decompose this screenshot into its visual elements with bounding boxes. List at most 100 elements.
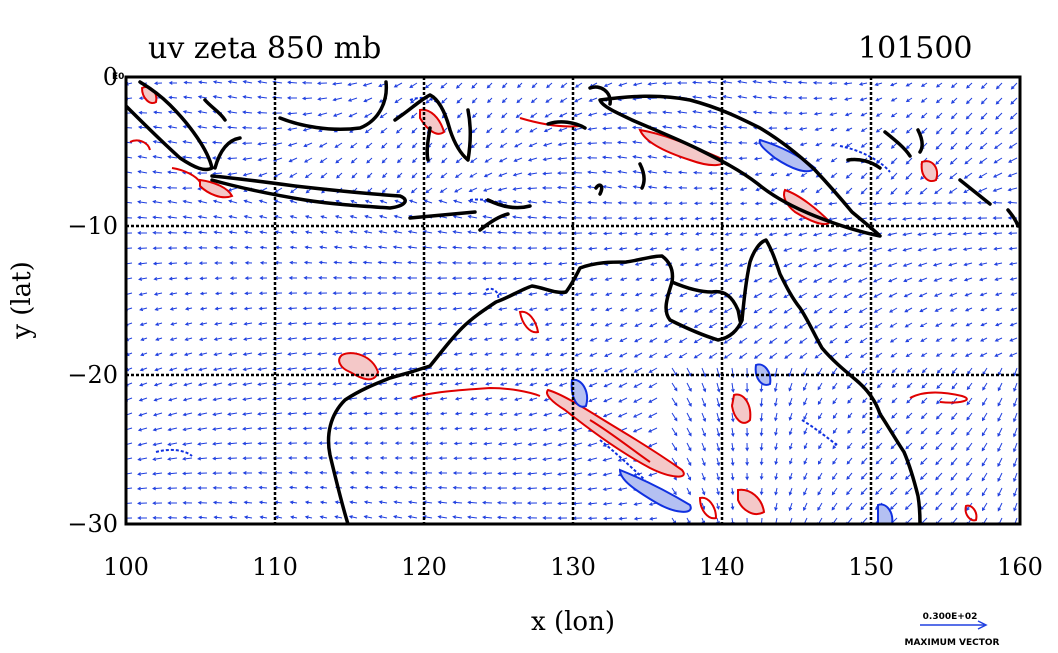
wind-vector [818,442,823,450]
wind-vector [199,322,208,326]
wind-vector [818,412,823,420]
wind-vector [557,501,568,506]
wind-vector [571,170,583,175]
wind-vector [167,457,178,461]
wind-vector [167,442,178,447]
wind-vector [511,501,523,505]
wind-vector [317,336,328,341]
wind-vector [182,500,193,505]
wind-vector [981,457,988,467]
wind-vector [169,307,178,311]
vector-legend-caption: MAXIMUM VECTOR [904,638,999,648]
wind-vector [467,276,478,281]
wind-vector [828,307,838,314]
wind-vector [167,170,178,175]
wind-vector [829,112,838,116]
wind-vector [647,82,658,86]
wind-vector [994,292,1003,297]
wind-vector [213,352,223,357]
wind-vector [815,142,823,147]
coastlines [126,80,1020,524]
wind-vector [423,485,433,490]
timestamp-label: 101500 [858,31,973,66]
wind-vector [526,486,538,491]
wind-vector [708,171,718,175]
wind-vector [500,367,508,371]
wind-vector [634,292,643,297]
wind-vector [394,470,403,475]
wind-vector [845,187,853,195]
wind-vector [632,155,643,159]
wind-vector [1010,97,1018,105]
wind-vector [589,292,598,296]
wind-vector [126,442,133,447]
wind-vector [259,515,268,520]
wind-vector [769,201,778,206]
wind-vector [242,441,253,446]
wind-vector [437,245,448,250]
wind-vector [935,502,943,511]
wind-vector [334,142,343,148]
wind-vector [828,96,838,101]
wind-vector [692,80,703,85]
wind-vector [716,472,720,481]
wind-vector [514,352,523,356]
wind-vector [647,154,658,159]
wind-vector [693,186,703,191]
wind-vector [754,201,763,206]
wind-vector [1010,82,1018,90]
wind-vector [437,322,448,326]
wind-vector [393,82,403,88]
wind-vector [126,247,133,250]
wind-vector [680,247,688,251]
wind-vector [723,171,733,176]
wind-vector [167,125,178,129]
wind-vector [707,125,718,129]
wind-vector [587,457,598,462]
wind-vector [527,186,538,191]
wind-vector [482,291,493,296]
wind-vector [1013,367,1018,377]
wind-vector [903,277,913,283]
wind-vector [377,321,388,326]
wind-vector [902,247,913,252]
wind-vector [498,412,508,416]
wind-vector [589,337,598,342]
wind-vector [512,515,523,520]
wind-vector [183,80,193,85]
wind-vector [647,185,658,189]
wind-vector [905,142,913,150]
wind-vector [527,199,538,204]
wind-vector [362,82,373,87]
wind-vector [949,292,958,297]
wind-vector [846,442,853,450]
wind-vector [486,112,493,119]
wind-vector [227,397,238,402]
wind-vector [347,321,358,326]
wind-vector [229,306,238,311]
wind-vector [274,260,283,265]
wind-vector [574,307,583,311]
wind-vector [788,472,793,481]
wind-vector [543,292,553,296]
wind-vector [498,442,508,446]
wind-vector [617,412,628,418]
wind-vector [966,457,973,467]
wind-vector [228,500,238,505]
wind-vector [406,291,418,296]
wind-vector [557,171,568,175]
wind-vector [379,456,388,460]
wind-vector [391,291,403,296]
wind-vector [603,367,613,373]
wind-vector [753,337,763,344]
wind-vector [557,472,568,476]
wind-vector [557,457,568,462]
wind-vector [647,427,658,433]
vorticity-positive-contour [171,167,201,183]
wind-vector [256,110,268,115]
wind-vector [363,112,373,118]
wind-vector [759,397,764,408]
wind-vector [486,127,493,134]
wind-vector [759,442,764,452]
wind-vector [304,500,313,505]
